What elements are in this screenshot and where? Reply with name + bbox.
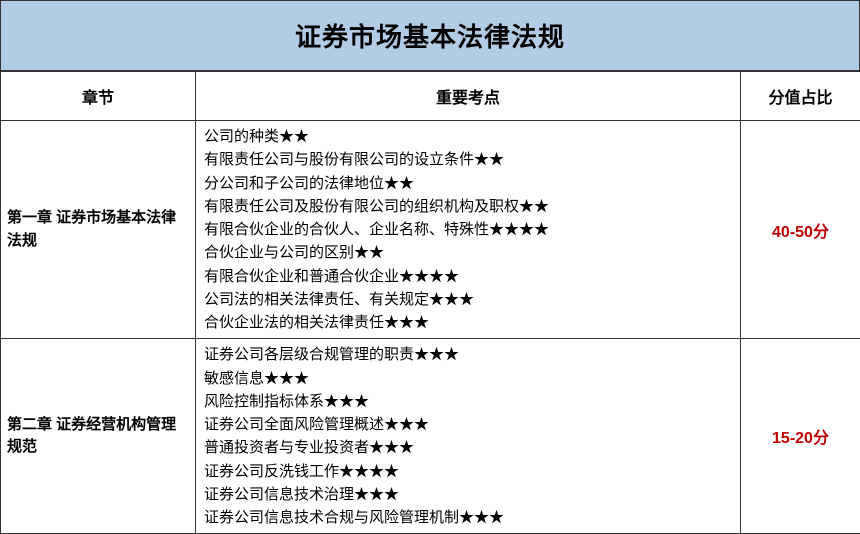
point-item: 公司法的相关法律责任、有关规定★★★ [204,288,732,311]
score-cell: 40-50分 [741,121,860,339]
table-row: 第二章 证券经营机构管理规范 证券公司各层级合规管理的职责★★★ 敏感信息★★★… [1,339,860,534]
chapter-cell: 第一章 证券市场基本法律法规 [1,121,196,339]
point-item: 证券公司全面风险管理概述★★★ [204,413,732,436]
point-item: 证券公司反洗钱工作★★★★ [204,460,732,483]
header-points: 重要考点 [196,72,741,121]
point-item: 普通投资者与专业投资者★★★ [204,436,732,459]
header-score: 分值占比 [741,72,860,121]
point-item: 证券公司信息技术治理★★★ [204,483,732,506]
header-chapter: 章节 [1,72,196,121]
point-item: 合伙企业与公司的区别★★ [204,241,732,264]
title-row: 证券市场基本法律法规 [0,0,860,71]
points-cell: 公司的种类★★ 有限责任公司与股份有限公司的设立条件★★ 分公司和子公司的法律地… [196,121,741,339]
point-item: 有限责任公司及股份有限公司的组织机构及职权★★ [204,195,732,218]
header-row: 章节 重要考点 分值占比 [1,72,860,121]
points-cell: 证券公司各层级合规管理的职责★★★ 敏感信息★★★ 风险控制指标体系★★★ 证券… [196,339,741,534]
point-item: 有限合伙企业的合伙人、企业名称、特殊性★★★★ [204,218,732,241]
page-title: 证券市场基本法律法规 [295,22,565,52]
point-item: 有限合伙企业和普通合伙企业★★★★ [204,265,732,288]
point-item: 证券公司信息技术合规与风险管理机制★★★ [204,506,732,529]
point-item: 敏感信息★★★ [204,367,732,390]
table-row: 第一章 证券市场基本法律法规 公司的种类★★ 有限责任公司与股份有限公司的设立条… [1,121,860,339]
point-item: 公司的种类★★ [204,125,732,148]
point-item: 证券公司各层级合规管理的职责★★★ [204,343,732,366]
chapter-cell: 第二章 证券经营机构管理规范 [1,339,196,534]
point-item: 有限责任公司与股份有限公司的设立条件★★ [204,148,732,171]
score-cell: 15-20分 [741,339,860,534]
point-item: 合伙企业法的相关法律责任★★★ [204,311,732,334]
point-item: 分公司和子公司的法律地位★★ [204,172,732,195]
point-item: 风险控制指标体系★★★ [204,390,732,413]
table-container: 证券市场基本法律法规 章节 重要考点 分值占比 第一章 证券市场基本法律法规 公… [0,0,860,534]
exam-points-table: 章节 重要考点 分值占比 第一章 证券市场基本法律法规 公司的种类★★ 有限责任… [0,71,860,534]
table-body: 第一章 证券市场基本法律法规 公司的种类★★ 有限责任公司与股份有限公司的设立条… [1,121,860,534]
